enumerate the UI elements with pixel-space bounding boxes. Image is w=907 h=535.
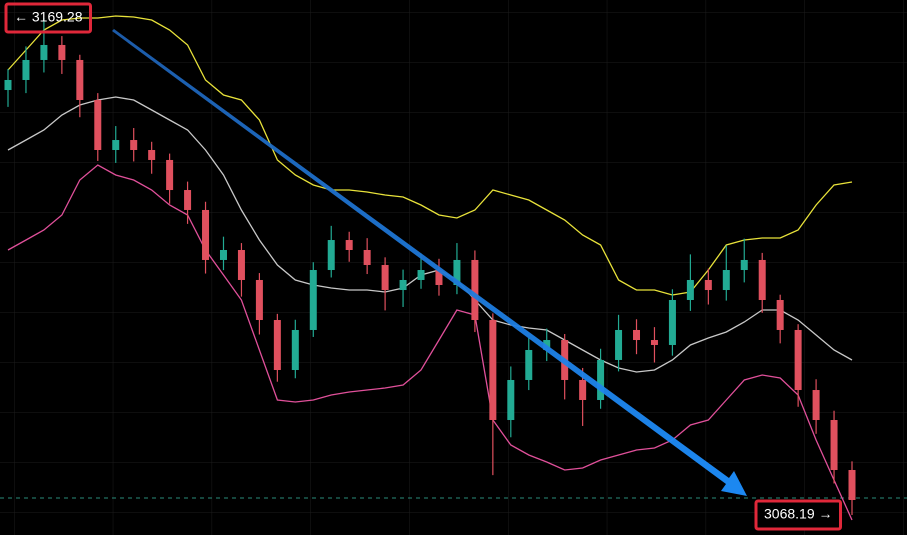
candle-body <box>381 264 389 291</box>
candle-body <box>255 279 263 321</box>
candle-body <box>76 59 84 100</box>
candle-body <box>507 379 515 421</box>
band-line <box>7 96 853 373</box>
candle-body <box>615 329 623 360</box>
candle-body <box>722 270 730 291</box>
candle-body <box>525 349 533 380</box>
candle-body <box>94 99 102 150</box>
candle-body <box>184 190 192 210</box>
candle-body <box>812 390 820 421</box>
candle-body <box>650 340 658 345</box>
price-label-text: 3068.19 → <box>764 506 833 522</box>
candle-body <box>273 320 281 371</box>
candle-body <box>417 270 425 280</box>
candle-body <box>345 240 353 250</box>
trend-arrow <box>112 29 747 496</box>
candle-body <box>237 249 245 280</box>
candle-body <box>489 320 497 421</box>
candle-body <box>435 270 443 286</box>
candle-body <box>776 299 784 330</box>
candle-body <box>758 259 766 300</box>
candle-body <box>399 279 407 291</box>
candle-body <box>686 279 694 300</box>
candle-body <box>40 44 48 60</box>
candle-body <box>704 279 712 291</box>
price-label: 3068.19 → <box>754 499 842 531</box>
candle-body <box>327 240 335 271</box>
annotations: ← 3169.28 3068.19 → <box>4 2 842 531</box>
price-label-box <box>754 499 842 531</box>
candle-body <box>453 259 461 286</box>
candle-body <box>794 329 802 391</box>
price-label-text: ← 3169.28 <box>14 9 83 25</box>
candle-body <box>363 249 371 265</box>
candle-body <box>58 44 66 60</box>
candle-body <box>130 140 138 150</box>
candle-body <box>22 59 30 80</box>
candle-body <box>4 79 12 91</box>
candle-body <box>740 259 748 271</box>
price-label: ← 3169.28 <box>4 2 92 34</box>
candle-body <box>579 379 587 400</box>
candle-body <box>309 270 317 330</box>
price-label-box <box>4 2 92 34</box>
candle-body <box>202 209 210 260</box>
candle-body <box>830 420 838 471</box>
candle-body <box>219 249 227 260</box>
candle-body <box>166 159 174 191</box>
candle-body <box>112 140 120 150</box>
candle-body <box>848 470 856 500</box>
candle-body <box>668 299 676 345</box>
band-line <box>7 164 853 521</box>
candle-body <box>471 259 479 321</box>
band-line <box>7 15 853 296</box>
candle-body <box>148 149 156 160</box>
candle-body <box>633 329 641 341</box>
candle-body <box>291 329 299 371</box>
candle-body <box>597 359 605 400</box>
